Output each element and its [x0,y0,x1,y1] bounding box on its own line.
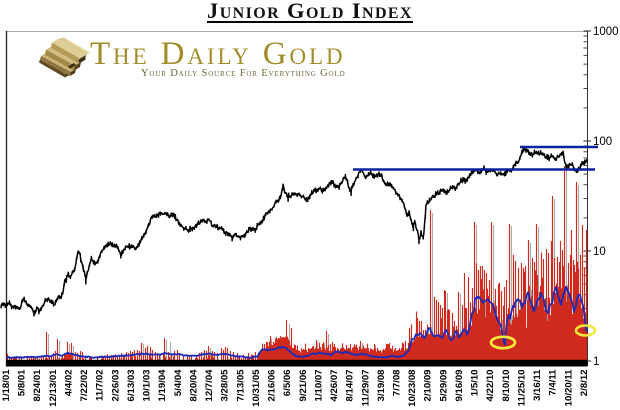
svg-text:5/29/09: 5/29/09 [438,370,449,402]
svg-text:2/26/03: 2/26/03 [110,370,121,402]
svg-text:7/22/02: 7/22/02 [79,370,90,402]
svg-text:8/14/07: 8/14/07 [345,370,356,402]
svg-text:7/7/08: 7/7/08 [392,369,403,396]
svg-text:9/21/06: 9/21/06 [298,370,309,402]
svg-text:12/7/04: 12/7/04 [204,369,215,402]
svg-text:1/5/10: 1/5/10 [470,370,481,397]
svg-text:10/31/05: 10/31/05 [251,369,262,407]
svg-text:1/10/07: 1/10/07 [313,370,324,402]
svg-text:4/26/07: 4/26/07 [329,370,340,402]
svg-text:11/29/07: 11/29/07 [360,370,371,407]
svg-text:2/8/12: 2/8/12 [579,370,590,397]
svg-text:3/19/08: 3/19/08 [376,369,387,402]
svg-text:4/22/10: 4/22/10 [485,370,496,402]
svg-text:8/10/10: 8/10/10 [501,370,512,402]
svg-text:10/20/11: 10/20/11 [563,369,574,406]
svg-text:11/7/02: 11/7/02 [95,370,106,401]
svg-text:3/16/11: 3/16/11 [532,369,543,401]
svg-text:9/16/09: 9/16/09 [454,370,465,402]
svg-text:3/28/05: 3/28/05 [220,369,231,402]
svg-text:100: 100 [593,136,612,148]
svg-text:4/4/02: 4/4/02 [64,370,75,397]
svg-text:8/20/04: 8/20/04 [188,369,199,402]
svg-text:7/4/11: 7/4/11 [548,369,559,396]
svg-text:1/19/04: 1/19/04 [157,369,168,402]
svg-text:11/25/10: 11/25/10 [517,370,528,407]
svg-text:2/16/06: 2/16/06 [267,370,278,402]
svg-text:10/1/03: 10/1/03 [142,370,153,402]
svg-text:6/13/03: 6/13/03 [126,370,137,402]
svg-text:2/10/09: 2/10/09 [423,370,434,402]
svg-text:10: 10 [593,246,606,258]
svg-text:7/13/05: 7/13/05 [235,369,246,402]
svg-text:6/5/06: 6/5/06 [282,370,293,397]
svg-text:1: 1 [593,356,599,368]
svg-text:8/24/01: 8/24/01 [32,369,43,402]
svg-text:10/23/08: 10/23/08 [407,369,418,407]
svg-text:1000: 1000 [593,26,619,38]
svg-text:12/13/01: 12/13/01 [48,369,59,407]
svg-text:5/4/04: 5/4/04 [173,369,184,396]
svg-text:5/8/01: 5/8/01 [17,369,28,396]
svg-text:1/18/01: 1/18/01 [1,369,12,402]
